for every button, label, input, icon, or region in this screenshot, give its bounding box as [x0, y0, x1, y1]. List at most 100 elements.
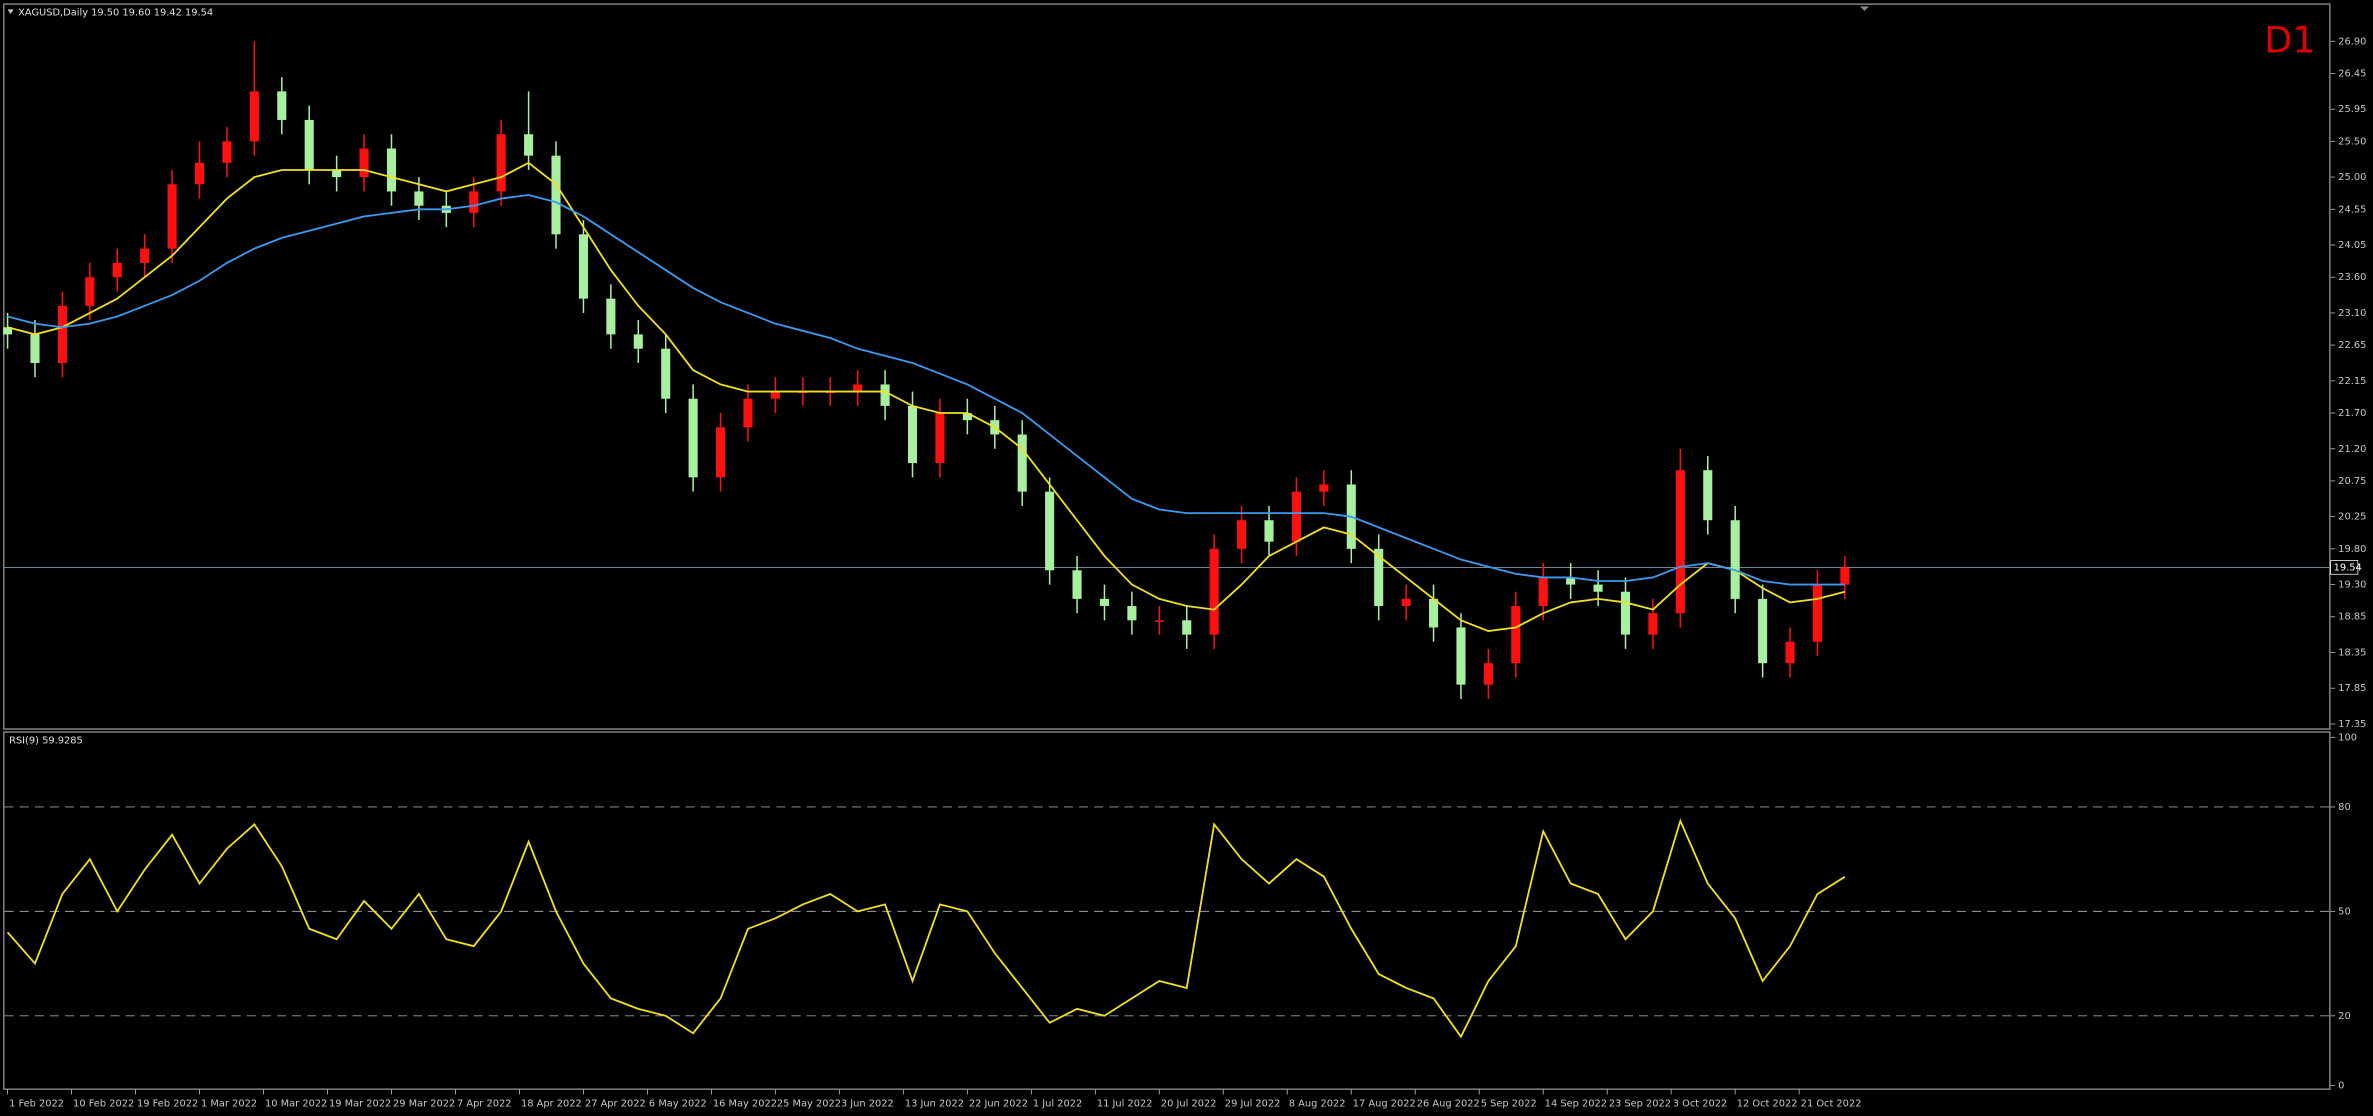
moving-average — [7, 161, 1846, 632]
x-tick-label: 23 Sep 2022 — [1609, 1099, 1671, 1110]
candle-body — [359, 148, 369, 178]
candle-body — [1045, 491, 1055, 571]
candle-body — [332, 169, 342, 178]
x-tick-label: 1 Feb 2022 — [9, 1099, 64, 1110]
candle-body — [386, 148, 397, 192]
candle-body — [1675, 470, 1685, 614]
y-tick-label: 0 — [2338, 1080, 2344, 1091]
candle-body — [469, 191, 479, 213]
y-tick-label: 21.20 — [2338, 444, 2366, 455]
candle-body — [1730, 520, 1740, 599]
candle-body — [1620, 591, 1631, 635]
candle-body — [551, 155, 561, 235]
x-tick-label: 3 Oct 2022 — [1673, 1099, 1728, 1110]
y-tick-label: 25.95 — [2338, 104, 2366, 115]
rsi-panel-frame — [3, 731, 2331, 1090]
y-tick-label: 19.30 — [2338, 580, 2366, 591]
candle-body — [3, 327, 13, 335]
candle-body — [633, 334, 643, 349]
timeframe-label: D1 — [2264, 19, 2315, 62]
x-tick-label: 27 Apr 2022 — [585, 1099, 646, 1110]
price-panel-title: XAGUSD,Daily 19.50 19.60 19.42 19.54 — [18, 7, 213, 18]
y-tick-label: 80 — [2338, 802, 2351, 813]
candle-body — [30, 334, 40, 363]
x-tick-label: 13 Jun 2022 — [905, 1099, 964, 1110]
y-tick-label: 18.35 — [2338, 647, 2366, 658]
y-tick-label: 24.55 — [2338, 204, 2366, 215]
candle-body — [1593, 584, 1603, 592]
candle-body — [1511, 606, 1521, 664]
x-tick-label: 3 Jun 2022 — [841, 1099, 894, 1110]
candle-body — [880, 384, 890, 406]
x-tick-label: 29 Mar 2022 — [393, 1099, 455, 1110]
y-tick-label: 26.90 — [2338, 36, 2366, 47]
candle-body — [716, 427, 726, 478]
y-tick-label: 17.85 — [2338, 683, 2366, 694]
x-tick-label: 6 May 2022 — [649, 1099, 707, 1110]
candle-body — [1209, 548, 1219, 635]
candle-body — [1154, 620, 1164, 622]
candle-body — [962, 413, 972, 421]
candle-body — [1319, 484, 1329, 492]
candle-body — [1812, 584, 1823, 642]
x-tick-label: 19 Feb 2022 — [137, 1099, 198, 1110]
price-panel-frame — [3, 3, 2331, 730]
candle-body — [140, 248, 150, 263]
candle-body — [1401, 598, 1411, 607]
candle-body — [167, 184, 177, 249]
candle-body — [1429, 598, 1439, 628]
candle-body — [194, 162, 205, 185]
menu-arrow[interactable] — [7, 9, 14, 14]
y-tick-label: 18.85 — [2338, 612, 2366, 623]
panel-marker — [1859, 6, 1870, 11]
candle-body — [1703, 470, 1713, 521]
y-tick-label: 20 — [2338, 1011, 2351, 1022]
x-tick-label: 7 Apr 2022 — [457, 1099, 512, 1110]
y-tick-label: 26.45 — [2338, 68, 2366, 79]
candle-body — [57, 305, 67, 363]
candle-body — [1237, 520, 1247, 549]
price-label: 19.54 — [2334, 562, 2362, 573]
y-tick-label: 17.35 — [2338, 719, 2366, 730]
candle-body — [524, 134, 534, 156]
candle-body — [496, 134, 506, 192]
candle-body — [606, 298, 616, 335]
candle-body — [1840, 567, 1850, 585]
x-tick-label: 25 May 2022 — [777, 1099, 841, 1110]
candle-body — [661, 348, 671, 399]
x-tick-label: 29 Jul 2022 — [1225, 1099, 1281, 1110]
y-tick-label: 100 — [2338, 732, 2357, 743]
candle-body — [1182, 620, 1192, 635]
x-tick-label: 1 Mar 2022 — [201, 1099, 257, 1110]
x-tick-label: 21 Oct 2022 — [1801, 1099, 1862, 1110]
y-tick-label: 22.15 — [2338, 376, 2366, 387]
x-tick-label: 16 May 2022 — [713, 1099, 777, 1110]
candle-body — [1483, 663, 1493, 685]
y-tick-label: 22.65 — [2338, 340, 2366, 351]
y-tick-label: 23.10 — [2338, 308, 2366, 319]
candle-body — [743, 398, 753, 428]
candle-body — [853, 384, 863, 392]
candle-body — [1264, 520, 1274, 542]
y-tick-label: 20.75 — [2338, 476, 2366, 487]
x-tick-label: 1 Jul 2022 — [1033, 1099, 1082, 1110]
y-tick-label: 23.60 — [2338, 272, 2366, 283]
x-tick-label: 17 Aug 2022 — [1353, 1099, 1416, 1110]
candle-body — [1648, 613, 1658, 635]
x-tick-label: 18 Apr 2022 — [521, 1099, 582, 1110]
x-tick-label: 19 Mar 2022 — [329, 1099, 391, 1110]
candle-body — [1374, 548, 1384, 607]
candle-body — [1099, 598, 1110, 607]
candle-body — [907, 405, 918, 464]
candle-body — [578, 234, 588, 299]
candle-body — [112, 262, 122, 278]
y-tick-label: 24.05 — [2338, 240, 2366, 251]
moving-average — [7, 194, 1845, 586]
candle-body — [85, 277, 95, 306]
candle-body — [1758, 598, 1768, 664]
candle-body — [414, 191, 424, 206]
y-tick-label: 25.50 — [2338, 136, 2366, 147]
x-tick-label: 8 Aug 2022 — [1289, 1099, 1346, 1110]
candle-body — [1538, 577, 1548, 607]
